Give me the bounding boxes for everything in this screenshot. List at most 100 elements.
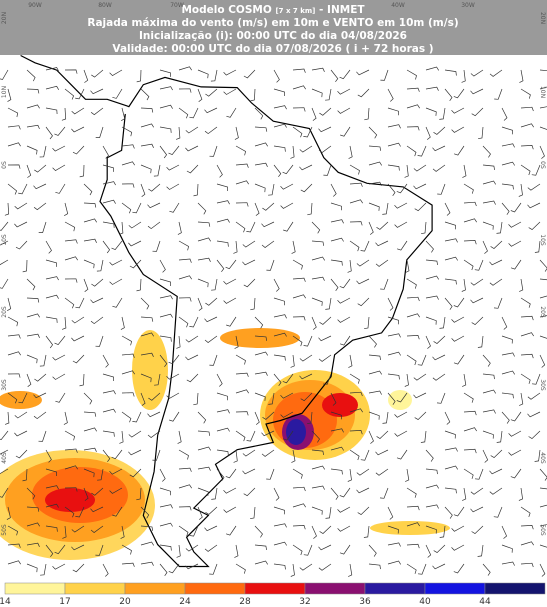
wind-barb xyxy=(243,487,256,497)
wind-barb xyxy=(261,221,275,228)
wind-barb xyxy=(64,506,75,518)
wind-barb xyxy=(349,164,360,175)
colorbar-segment xyxy=(4,582,66,595)
wind-barb xyxy=(34,164,47,173)
wind-barb xyxy=(528,221,541,231)
wind-barb xyxy=(159,335,172,342)
wind-barb xyxy=(292,544,303,556)
wind-barb xyxy=(396,449,408,460)
wind-barb xyxy=(318,354,332,362)
wind-barb xyxy=(471,316,484,326)
wind-barb xyxy=(102,240,111,254)
wind-barb xyxy=(75,88,85,100)
wind-barb xyxy=(132,202,142,214)
wind-barb xyxy=(64,221,76,232)
wind-barb xyxy=(339,487,351,498)
wind-barb xyxy=(83,69,89,83)
wind-barb xyxy=(197,202,207,215)
wind-barb xyxy=(433,335,446,344)
wind-barb xyxy=(235,163,249,168)
wind-barb xyxy=(299,563,313,571)
wind-barb xyxy=(425,126,431,140)
wind-barb xyxy=(268,392,275,405)
wind-barb xyxy=(330,487,339,500)
wind-barb xyxy=(413,392,427,399)
wind-barb xyxy=(330,428,344,433)
wind-barb xyxy=(273,88,285,96)
wind-barb xyxy=(26,104,40,109)
wind-barb xyxy=(15,240,28,250)
wind-barb xyxy=(463,240,477,245)
wind-barb xyxy=(166,183,180,190)
wind-barb xyxy=(178,484,192,489)
wind-barb xyxy=(406,543,420,549)
wind-barb xyxy=(254,107,264,120)
wind-barb xyxy=(539,126,547,130)
wind-barb xyxy=(539,504,547,508)
wind-barb xyxy=(178,297,192,302)
wind-barb xyxy=(299,164,313,171)
wind-barb xyxy=(311,240,325,246)
wind-barb xyxy=(54,544,66,555)
wind-barb xyxy=(368,181,382,186)
wind-barb xyxy=(349,391,363,397)
wind-barb xyxy=(45,316,58,323)
wind-barb xyxy=(292,107,306,112)
coastline xyxy=(20,54,433,568)
wind-barb xyxy=(64,239,78,244)
wind-barb xyxy=(136,278,142,292)
wind-barb xyxy=(482,409,496,414)
colorbar-label: 17 xyxy=(59,597,70,607)
wind-barb xyxy=(330,392,337,406)
wind-barb xyxy=(7,373,21,378)
wind-barb xyxy=(382,202,389,215)
wind-barb xyxy=(185,126,199,134)
wind-barb xyxy=(178,275,192,280)
wind-barb xyxy=(45,67,59,72)
wind-barb xyxy=(347,468,352,482)
wind-barb xyxy=(339,278,351,289)
wind-barb xyxy=(132,411,142,423)
wind-barb xyxy=(7,543,21,548)
wind-barb xyxy=(494,88,503,100)
wind-barb xyxy=(368,221,374,235)
wind-barb xyxy=(520,525,534,530)
wind-barb xyxy=(169,202,180,213)
wind-barb xyxy=(72,354,85,364)
wind-barb xyxy=(140,123,154,128)
wind-barb xyxy=(34,373,47,382)
wind-barb xyxy=(140,352,154,357)
wind-barb xyxy=(303,126,313,138)
wind-barb xyxy=(33,183,47,190)
wind-barb xyxy=(311,525,317,539)
wind-barb xyxy=(178,449,189,460)
wind-barb xyxy=(121,544,132,555)
wind-barb xyxy=(474,468,484,480)
wind-barb xyxy=(7,392,18,404)
wind-barb xyxy=(26,373,32,387)
wind-barb xyxy=(97,468,104,481)
wind-barb xyxy=(463,468,474,479)
wind-barb xyxy=(501,202,510,215)
wind-barb xyxy=(292,277,306,282)
wind-barb xyxy=(140,88,150,101)
wind-barb xyxy=(471,525,484,535)
wind-barb xyxy=(453,145,465,156)
wind-barb xyxy=(102,199,116,204)
wind-barb xyxy=(235,221,246,233)
wind-barb xyxy=(45,259,57,267)
wind-barb xyxy=(406,487,417,498)
wind-barb xyxy=(216,218,230,223)
wind-barb xyxy=(394,430,408,437)
wind-barb xyxy=(95,335,104,347)
wind-barb xyxy=(121,335,133,346)
wind-barb xyxy=(368,202,380,211)
wind-barb xyxy=(223,278,237,285)
wind-barb xyxy=(166,164,180,171)
wind-barb xyxy=(311,430,320,443)
wind-barb xyxy=(121,353,135,358)
wind-barb xyxy=(91,69,104,78)
wind-barb xyxy=(356,487,370,494)
wind-barb xyxy=(226,316,237,327)
wind-barb xyxy=(432,354,446,361)
